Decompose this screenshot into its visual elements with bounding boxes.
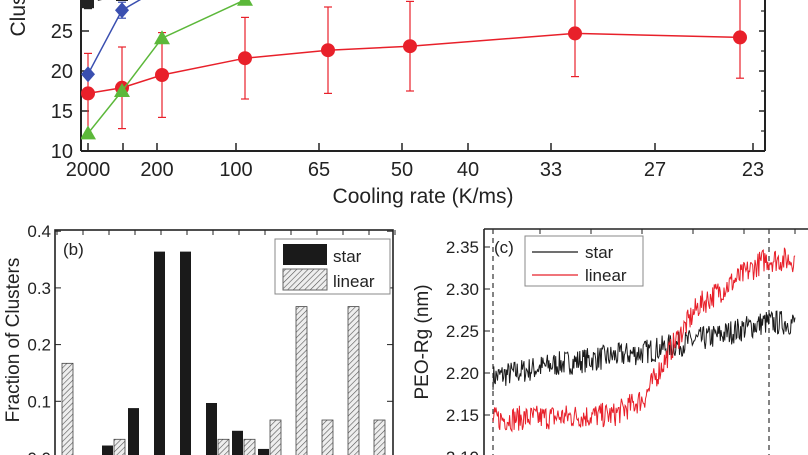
- data-point: [114, 83, 130, 97]
- y-tick-label: 0.4: [27, 222, 51, 241]
- plot-area: [81, 0, 747, 140]
- bar-linear: [113, 438, 126, 455]
- y-axis-label: PEO-Rg (nm): [412, 284, 433, 399]
- panel-c: 2.10 2.15 2.20 2.25 2.30 2.35 PEO-Rg (nm) (c) st…: [412, 228, 808, 455]
- y-tick-label: 2.10: [446, 448, 479, 455]
- y-tick-label: 0.1: [27, 392, 51, 411]
- data-point: [82, 0, 94, 9]
- x-tick-label: 50: [391, 159, 413, 181]
- x-tick-label: 27: [644, 159, 666, 181]
- y-tick-label: 0.3: [27, 279, 51, 298]
- bar-star: [258, 448, 269, 455]
- data-point: [115, 2, 129, 19]
- y-tick-label: 10: [51, 141, 73, 163]
- legend: [524, 235, 644, 287]
- plot-area: [492, 247, 796, 433]
- series-linear: [492, 247, 796, 433]
- y-tick-label: 0.0: [27, 449, 51, 455]
- data-point: [116, 0, 128, 1]
- data-point: [321, 43, 335, 58]
- x-axis-label: Cooling rate (K/ms): [333, 185, 514, 208]
- panel-label: (c): [494, 238, 514, 257]
- legend-label-star: star: [585, 243, 614, 262]
- plot-frame: [54, 229, 394, 455]
- data-point: [733, 30, 747, 45]
- y-tick-label: 2.35: [446, 238, 479, 257]
- y-tick-label: 2.25: [446, 322, 479, 341]
- bar-star: [180, 251, 191, 455]
- legend-swatch-star: [283, 244, 327, 265]
- bar-linear: [61, 362, 74, 455]
- bar-linear: [243, 438, 256, 455]
- data-point: [154, 30, 170, 45]
- data-point: [81, 125, 96, 140]
- x-tick-label: 33: [540, 159, 562, 181]
- panel-label: (b): [63, 240, 84, 259]
- y-axis-label: Fraction of Clusters: [3, 258, 24, 423]
- y-tick-label: 20: [51, 61, 73, 83]
- legend-label-star: star: [333, 247, 362, 266]
- y-tick-label: 2.15: [446, 406, 479, 425]
- x-tick-label: 100: [219, 159, 252, 181]
- bar-star: [128, 408, 139, 455]
- data-point: [403, 39, 417, 54]
- data-point: [237, 0, 253, 6]
- y-tick-label: 25: [51, 21, 73, 43]
- y-axis-label: Clusters: [7, 0, 30, 37]
- bar-linear: [217, 438, 230, 455]
- y-tick-label: 2.20: [446, 364, 479, 383]
- bar-star: [206, 403, 217, 455]
- x-tick-label: 2000: [66, 159, 111, 181]
- series-star: [492, 310, 796, 390]
- data-point: [568, 26, 582, 41]
- panel-a: 2000 200 100 65 50 40 33 27 23 10 15 20 25 Cooling ra…: [7, 0, 766, 208]
- bar-linear: [347, 306, 360, 455]
- data-point: [238, 51, 252, 66]
- bar-linear: [321, 419, 334, 455]
- y-tick-label: 0.2: [27, 336, 51, 355]
- x-tick-label: 23: [742, 159, 764, 181]
- legend-label-linear: linear: [585, 266, 627, 285]
- bar-linear: [295, 306, 308, 455]
- y-tick-label: 2.30: [446, 280, 479, 299]
- x-tick-label: 200: [140, 159, 173, 181]
- legend-swatch-linear: [282, 268, 328, 291]
- y-tick-label: 15: [51, 101, 73, 123]
- legend-label-linear: linear: [333, 272, 375, 291]
- x-tick-label: 40: [457, 159, 479, 181]
- series-line: [87, 0, 246, 134]
- bar-linear: [373, 419, 386, 455]
- x-tick-label: 65: [308, 159, 330, 181]
- bar-star: [102, 445, 113, 455]
- bar-star: [154, 251, 165, 455]
- data-point: [81, 66, 95, 83]
- bar-star: [232, 430, 243, 455]
- data-point: [155, 68, 169, 82]
- bar-linear: [269, 419, 282, 455]
- data-point: [81, 86, 95, 101]
